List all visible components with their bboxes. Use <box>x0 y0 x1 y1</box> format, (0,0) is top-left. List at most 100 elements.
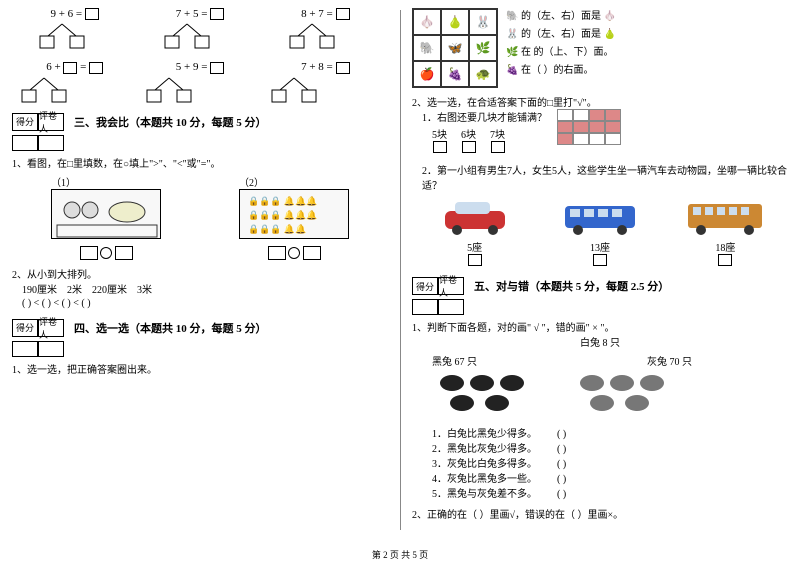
check-box[interactable] <box>491 141 505 153</box>
grid-cell: 🦋 <box>441 35 469 61</box>
grid-cell: 🐘 <box>413 35 441 61</box>
problem-2: 7 + 5 = <box>145 8 255 53</box>
score-box-4: 得分 评卷人 四、选一选（本题共 10 分，每题 5 分） <box>12 319 388 337</box>
problem-3: 8 + 7 = <box>270 8 380 53</box>
vehicle-label: 5座 <box>467 243 482 254</box>
compare-group-2: （2） 🔒🔒🔒 🔔🔔🔔 🔒🔒🔒 🔔🔔🔔 🔒🔒🔒 🔔🔔 <box>239 174 349 260</box>
problems-row-2: 6 + = 5 + 9 = 7 + 8 = <box>12 61 388 106</box>
grid-cell: 🧄 <box>413 9 441 35</box>
tree-diagram-icon <box>145 76 255 104</box>
problems-row-1: 9 + 6 = 7 + 5 = 8 + 7 = <box>12 8 388 53</box>
vehicle-2: 13座 <box>555 196 645 269</box>
pos-line: 在（ ）的右面。 <box>521 65 594 76</box>
grader-label: 评卷人 <box>438 277 464 295</box>
opt-label: 7块 <box>490 130 505 141</box>
judge-list: 1．白兔比黑兔少得多。( ) 2．黑兔比灰兔少得多。( ) 3．灰兔比白兔多得多… <box>432 425 788 500</box>
eq-text: 7 + 5 = <box>176 8 208 20</box>
q3-2-blanks: ( ) < ( ) < ( ) < ( ) <box>22 298 388 309</box>
white-rabbit-label: 白兔 8 只 <box>580 338 620 349</box>
page-footer: 第 2 页 共 5 页 <box>0 548 800 561</box>
eq-text: 5 + 9 = <box>176 61 208 73</box>
section-4-title: 四、选一选（本题共 10 分，每题 5 分） <box>74 320 267 336</box>
score-blank <box>412 299 438 315</box>
vehicle-1: 5座 <box>430 196 520 269</box>
pos-line: 的（左、右）面是 <box>521 11 601 22</box>
vehicle-q-text: 2．第一小组有男生7人，女生5人，这些学生坐一辆汽车去动物园，坐哪一辆比较合适？ <box>422 162 788 192</box>
check-box[interactable] <box>468 254 482 266</box>
grid-cell: 🍐 <box>441 9 469 35</box>
tile-q-text: 1．右图还要几块才能铺满？ <box>422 109 547 124</box>
eq-text: 8 + 7 = <box>301 8 333 20</box>
gray-rabbits-icon <box>572 368 692 418</box>
position-grid: 🧄 🍐 🐰 🐘 🦋 🌿 🍎 🍇 🐢 <box>412 8 498 88</box>
tile-grid-icon <box>557 109 621 145</box>
judge-item: 3．灰兔比白兔多得多。 <box>432 459 537 470</box>
score-label: 得分 <box>12 113 38 131</box>
check-box[interactable] <box>462 141 476 153</box>
score-box-5: 得分 评卷人 五、对与错（本题共 5 分，每题 2.5 分） <box>412 277 788 295</box>
q4-1-text: 1、选一选，把正确答案圈出来。 <box>12 361 388 376</box>
section-3-title: 三、我会比（本题共 10 分，每题 5 分） <box>74 114 267 130</box>
problem-5: 5 + 9 = <box>145 61 255 106</box>
label-2: （2） <box>239 174 349 189</box>
q4-2-text: 2、选一选，在合适答案下面的□里打"√"。 <box>412 94 788 109</box>
problem-6: 7 + 8 = <box>270 61 380 106</box>
section-5-title: 五、对与错（本题共 5 分，每题 2.5 分） <box>474 278 669 294</box>
svg-text:🔒🔒🔒 🔔🔔: 🔒🔒🔒 🔔🔔 <box>248 224 306 234</box>
bus-icon <box>685 196 765 236</box>
grader-label: 评卷人 <box>38 113 64 131</box>
check-box[interactable] <box>433 141 447 153</box>
check-box[interactable] <box>718 254 732 266</box>
judge-item: 4．灰兔比黑兔多一些。 <box>432 474 537 485</box>
vehicle-label: 13座 <box>590 243 610 254</box>
judge-item: 1．白兔比黑兔少得多。 <box>432 429 537 440</box>
tree-diagram-icon <box>20 76 130 104</box>
vehicle-label: 18座 <box>715 243 735 254</box>
label-1: （1） <box>51 174 161 189</box>
rabbit-illustration: 黑兔 67 只 灰兔 70 只 <box>432 353 788 421</box>
tile-question: 1．右图还要几块才能铺满？ 5块 6块 7块 <box>412 109 547 156</box>
opt-label: 5块 <box>432 130 447 141</box>
grid-cell: 🍇 <box>441 61 469 87</box>
pos-line: 在 的（上、下）面。 <box>521 47 614 58</box>
gray-rabbit-label: 灰兔 70 只 <box>572 353 692 368</box>
score-blank <box>12 135 38 151</box>
svg-text:🔒🔒🔒 🔔🔔🔔: 🔒🔒🔒 🔔🔔🔔 <box>248 196 318 206</box>
left-column: 9 + 6 = 7 + 5 = 8 + 7 = 6 + = 5 + 9 = 7 … <box>0 0 400 565</box>
compare-image-2: 🔒🔒🔒 🔔🔔🔔 🔒🔒🔒 🔔🔔🔔 🔒🔒🔒 🔔🔔 <box>239 189 349 239</box>
q5-2-text: 2、正确的在（ ）里画√，错误的在（ ）里画×。 <box>412 506 788 521</box>
problem-4: 6 + = <box>20 61 130 106</box>
problem-1: 9 + 6 = <box>20 8 130 53</box>
grader-blank <box>38 341 64 357</box>
compare-image-1 <box>51 189 161 239</box>
tree-diagram-icon <box>270 22 380 50</box>
check-box[interactable] <box>593 254 607 266</box>
tree-diagram-icon <box>270 76 380 104</box>
grid-cell: 🐰 <box>469 9 497 35</box>
position-questions: 🐘 的（左、右）面是 🧄 🐰 的（左、右）面是 🍐 🌿 在 的（上、下）面。 🍇… <box>506 8 616 88</box>
score-box-3: 得分 评卷人 三、我会比（本题共 10 分，每题 5 分） <box>12 113 388 131</box>
car-icon <box>435 196 515 236</box>
score-blank <box>12 341 38 357</box>
grader-blank <box>38 135 64 151</box>
eq-text: 6 + <box>46 61 63 73</box>
grader-label: 评卷人 <box>38 319 64 337</box>
vehicle-3: 18座 <box>680 196 770 269</box>
eq-text: 7 + 8 = <box>301 61 333 73</box>
q3-1-text: 1、看图，在□里填数，在○填上">"、"<"或"="。 <box>12 155 388 170</box>
pos-line: 的（左、右）面是 <box>521 29 601 40</box>
q3-2-text: 2、从小到大排列。 <box>12 266 388 281</box>
q3-2-values: 190厘米 2米 220厘米 3米 <box>22 281 388 296</box>
judge-item: 2．黑兔比灰兔少得多。 <box>432 444 537 455</box>
van-icon <box>560 196 640 236</box>
grader-blank <box>438 299 464 315</box>
score-label: 得分 <box>412 277 438 295</box>
tree-diagram-icon <box>145 22 255 50</box>
q5-1-text: 1、判断下面各题，对的画" √ "，错的画" × "。 <box>412 319 788 334</box>
judge-item: 5．黑兔与灰兔差不多。 <box>432 489 537 500</box>
right-column: 🧄 🍐 🐰 🐘 🦋 🌿 🍎 🍇 🐢 🐘 的（左、右）面是 🧄 🐰 的（左、右）面… <box>400 0 800 565</box>
grid-cell: 🌿 <box>469 35 497 61</box>
black-rabbits-icon <box>432 368 552 418</box>
compare-group-1: （1） <box>51 174 161 260</box>
eq-text: 9 + 6 = <box>50 8 82 20</box>
